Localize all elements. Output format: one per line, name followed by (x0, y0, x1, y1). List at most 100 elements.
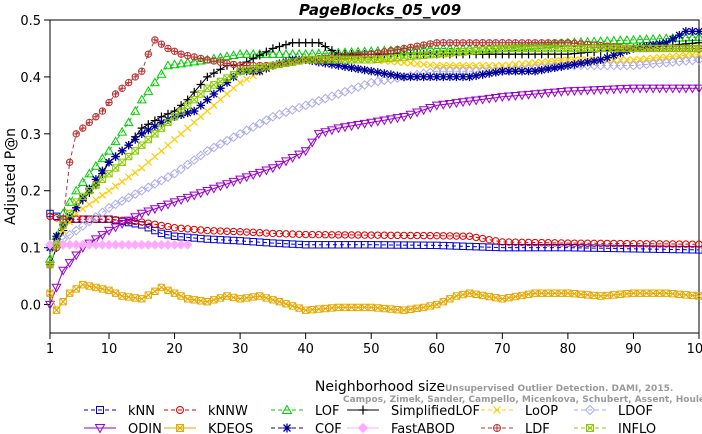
data-point (210, 101, 218, 109)
data-point (603, 53, 612, 62)
data-point (208, 184, 219, 194)
data-point (254, 118, 265, 129)
data-point (623, 290, 631, 298)
data-point (537, 65, 546, 75)
data-point (72, 130, 80, 138)
data-point (210, 81, 218, 89)
data-point (117, 196, 128, 206)
data-point (308, 305, 316, 314)
data-point (682, 51, 690, 59)
data-point (446, 295, 454, 303)
data-point (439, 298, 448, 306)
data-point (510, 91, 521, 101)
data-point (307, 138, 318, 148)
data-point (485, 69, 494, 78)
data-point (432, 72, 441, 82)
data-point (91, 175, 101, 184)
data-point (176, 196, 187, 206)
data-point (90, 160, 101, 170)
data-point (210, 296, 218, 304)
x-axis-label: Neighborhood size (315, 379, 445, 395)
data-point (190, 118, 198, 127)
legend-entry-fastabod: FastABOD (347, 422, 455, 434)
data-point (184, 124, 192, 132)
data-point (490, 93, 501, 103)
data-point (98, 166, 107, 176)
data-point (465, 47, 474, 55)
plot-frame (49, 19, 700, 334)
data-point (328, 304, 336, 312)
data-point (124, 78, 133, 87)
x-tick-label: 50 (363, 342, 380, 357)
data-point (84, 239, 95, 250)
data-point (183, 101, 192, 110)
data-point (203, 56, 212, 64)
data-point (557, 62, 566, 71)
data-point (229, 72, 238, 82)
series-inflo (46, 44, 702, 269)
data-point (550, 63, 559, 73)
data-point (189, 56, 200, 66)
data-point (465, 39, 474, 47)
data-point (144, 135, 153, 144)
data-point (274, 48, 285, 58)
data-point (144, 291, 153, 299)
data-point (616, 56, 624, 64)
data-point (149, 239, 160, 250)
data-point (313, 130, 324, 140)
data-point (131, 73, 139, 81)
data-point (419, 72, 428, 82)
data-point (164, 141, 172, 149)
data-point (669, 52, 677, 61)
data-point (111, 289, 120, 297)
data-point (493, 406, 501, 414)
data-point (380, 69, 389, 78)
y-tick-label: 0.0 (20, 299, 41, 314)
data-point (189, 191, 200, 201)
data-point (536, 89, 547, 99)
data-point (59, 298, 67, 306)
data-point (393, 53, 402, 62)
data-point (321, 304, 330, 313)
legend-entry-ldf: LDF (481, 422, 550, 434)
data-point (446, 61, 454, 70)
data-point (64, 196, 75, 206)
data-point (439, 61, 447, 70)
data-point (465, 61, 474, 70)
data-point (90, 211, 101, 222)
x-tick-label: 20 (166, 342, 183, 357)
data-point (695, 240, 702, 248)
data-point (79, 124, 87, 132)
data-point (511, 292, 520, 301)
data-point (472, 39, 480, 47)
data-point (616, 290, 625, 299)
data-point (280, 48, 292, 58)
data-point (183, 108, 192, 118)
x-tick-label: 30 (232, 342, 249, 357)
data-point (412, 72, 422, 82)
data-point (413, 42, 421, 50)
data-point (693, 84, 702, 94)
data-point (301, 306, 310, 314)
data-point (137, 129, 146, 139)
data-point (425, 103, 436, 113)
data-point (190, 106, 199, 116)
data-point (372, 117, 383, 127)
data-point (197, 54, 205, 63)
data-point (398, 113, 410, 122)
data-point (183, 51, 192, 60)
data-point (385, 115, 396, 125)
data-point (426, 51, 434, 59)
data-point (353, 64, 363, 74)
data-point (176, 58, 187, 68)
data-point (105, 187, 113, 195)
data-point (649, 54, 657, 62)
data-point (71, 251, 82, 261)
legend-label: COF (315, 422, 342, 434)
data-point (254, 168, 265, 178)
data-point (439, 49, 448, 58)
data-point (255, 51, 264, 60)
data-point (320, 128, 331, 138)
data-point (267, 48, 278, 58)
data-point (210, 57, 218, 65)
